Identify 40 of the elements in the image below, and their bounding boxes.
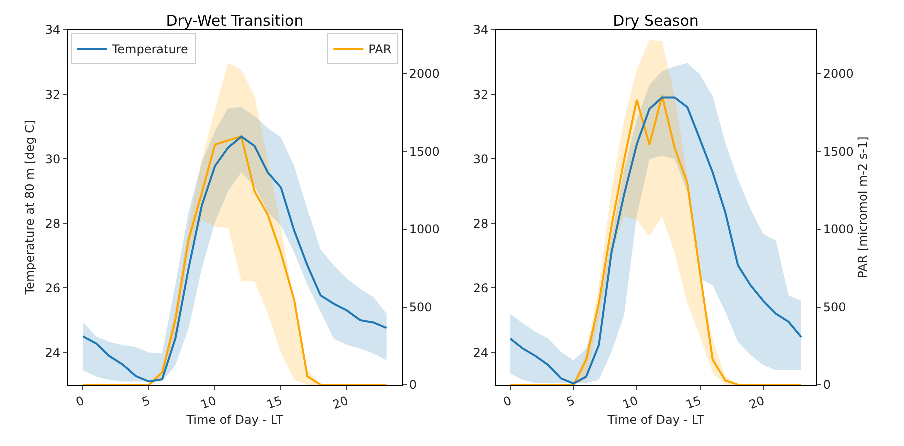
x-tick-label: 20 <box>331 394 350 412</box>
y-tick-label: 26 <box>45 281 61 296</box>
y-tick-label: 24 <box>45 346 61 360</box>
y-tick-label: 28 <box>45 216 61 231</box>
y2-tick-label: 0 <box>823 378 832 392</box>
y2-tick-label: 500 <box>409 300 432 314</box>
y2-tick-label: 2000 <box>409 67 440 82</box>
y2-tick-label: 1000 <box>409 222 440 237</box>
x-tick-label: 10 <box>199 394 218 412</box>
x-tick-label: 10 <box>620 394 640 412</box>
y2-tick-label: 1500 <box>823 144 854 159</box>
legend-label: Temperature <box>111 42 188 57</box>
x-tick-label: 5 <box>564 394 577 410</box>
legend-label: PAR <box>368 42 392 57</box>
y-tick-label: 32 <box>45 88 61 102</box>
x-tick-label: 15 <box>265 394 284 412</box>
chart-title: Dry Season <box>613 12 699 30</box>
y-tick-label: 34 <box>473 23 489 38</box>
y2-tick-label: 2000 <box>823 67 854 82</box>
chart-title: Dry-Wet Transition <box>166 12 304 30</box>
x-axis-title: Time of Day - LT <box>186 412 284 427</box>
y-tick-label: 30 <box>473 152 489 166</box>
y2-tick-label: 1000 <box>823 222 854 237</box>
y-tick-label: 26 <box>473 281 489 296</box>
y-tick-label: 24 <box>473 346 489 360</box>
y-axis-title: Temperature at 80 m [deg C] <box>23 120 37 296</box>
y-tick-label: 32 <box>473 88 489 102</box>
y-tick-label: 28 <box>473 216 489 231</box>
x-tick-label: 5 <box>140 394 152 410</box>
y2-axis-title: PAR [micromol m-2 s-1] <box>856 136 870 278</box>
y2-tick-label: 0 <box>409 378 418 392</box>
x-tick-label: 0 <box>74 394 86 410</box>
x-tick-label: 0 <box>502 394 514 410</box>
y-tick-label: 34 <box>45 23 61 38</box>
x-tick-label: 15 <box>684 394 704 412</box>
y2-tick-label: 1500 <box>409 144 440 159</box>
y2-tick-label: 500 <box>823 300 846 314</box>
x-axis-title: Time of Day - LT <box>606 412 705 427</box>
x-tick-label: 20 <box>747 394 767 412</box>
y-tick-label: 30 <box>45 152 61 166</box>
